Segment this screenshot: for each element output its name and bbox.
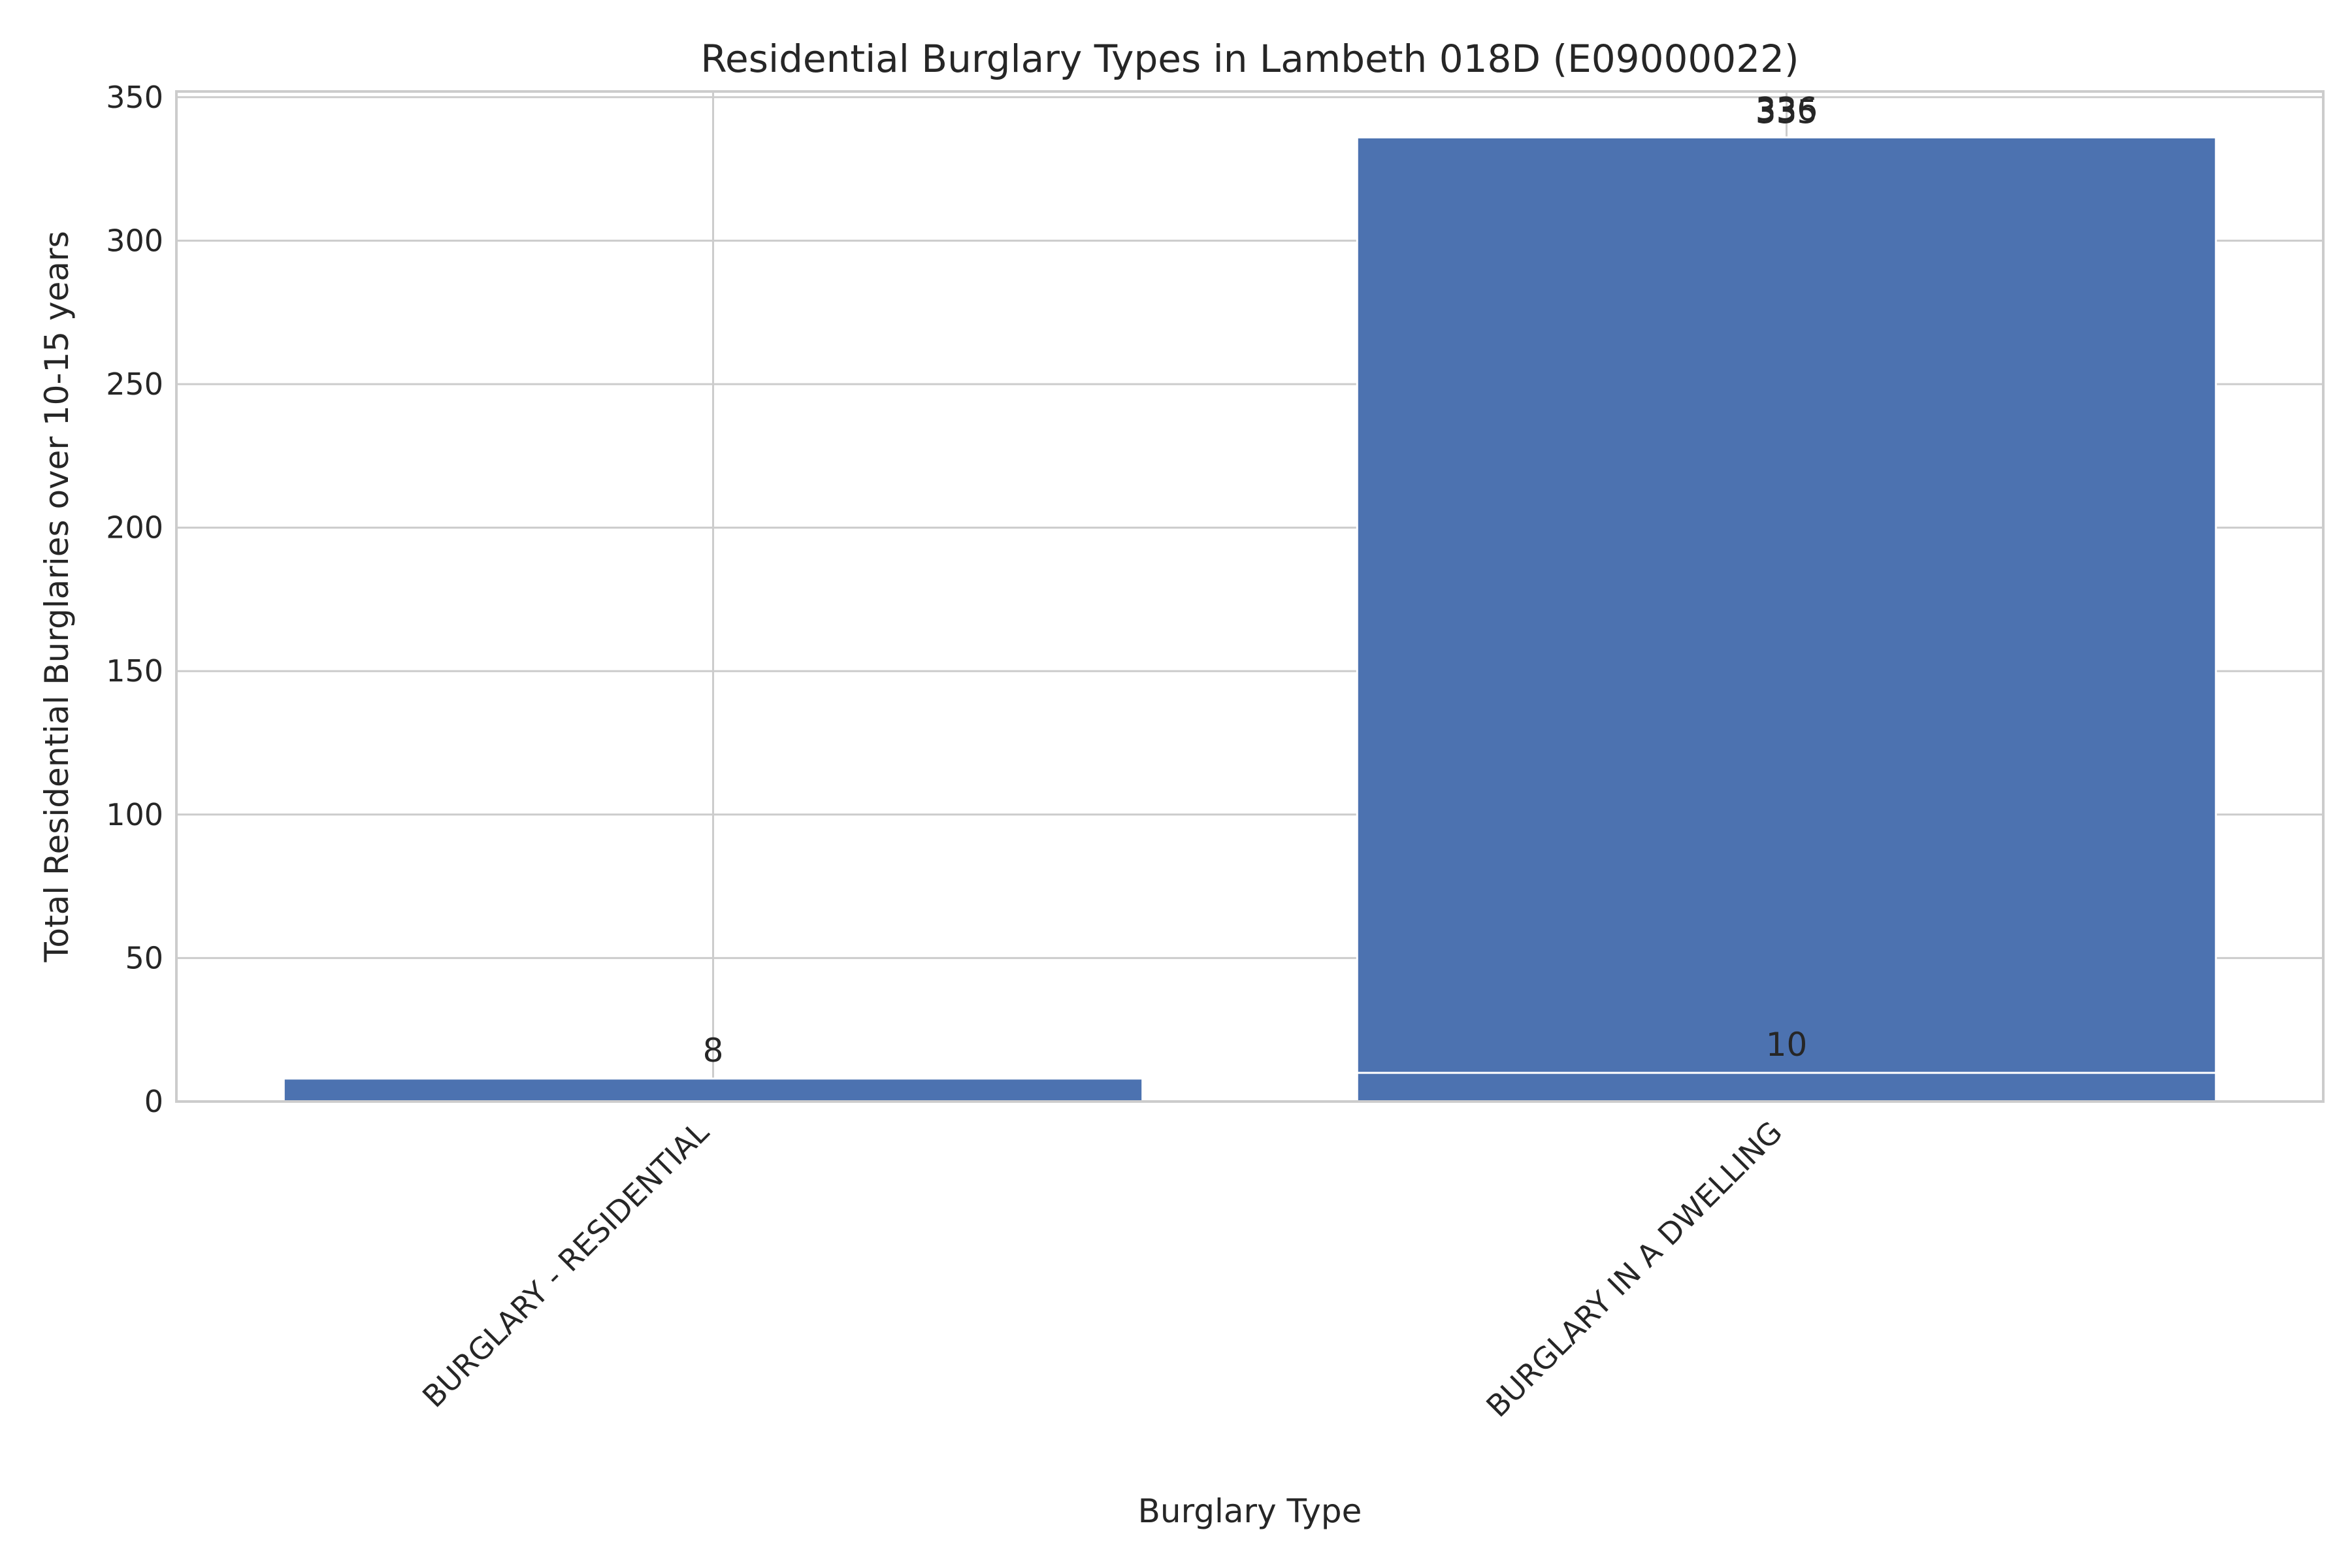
y-tick-label: 50 <box>125 940 163 975</box>
y-tick-label: 300 <box>106 223 163 258</box>
bar <box>282 1077 1144 1103</box>
y-tick-label: 350 <box>106 80 163 115</box>
y-tick-label: 0 <box>144 1084 163 1119</box>
y-tick-label: 150 <box>106 653 163 689</box>
y-tick-label: 250 <box>106 367 163 402</box>
x-axis-label: Burglary Type <box>1138 1492 1362 1530</box>
y-tick-labels: 0 50 100 150 200 250 300 350 <box>106 80 163 1119</box>
data-label: 335 <box>1756 93 1818 131</box>
bar <box>1356 136 2217 1074</box>
data-label: 8 <box>703 1032 724 1070</box>
data-label: 336 <box>1756 90 1818 128</box>
y-axis-label: Total Residential Burglaries over 10-15 … <box>38 231 76 962</box>
plot-frame <box>175 90 2325 1103</box>
bar <box>1356 1071 2217 1103</box>
chart-title: Residential Burglary Types in Lambeth 01… <box>700 37 1799 81</box>
data-label: 10 <box>1766 1026 1808 1064</box>
y-tick-label: 200 <box>106 510 163 546</box>
y-tick-label: 100 <box>106 797 163 832</box>
bars <box>282 136 2217 1103</box>
